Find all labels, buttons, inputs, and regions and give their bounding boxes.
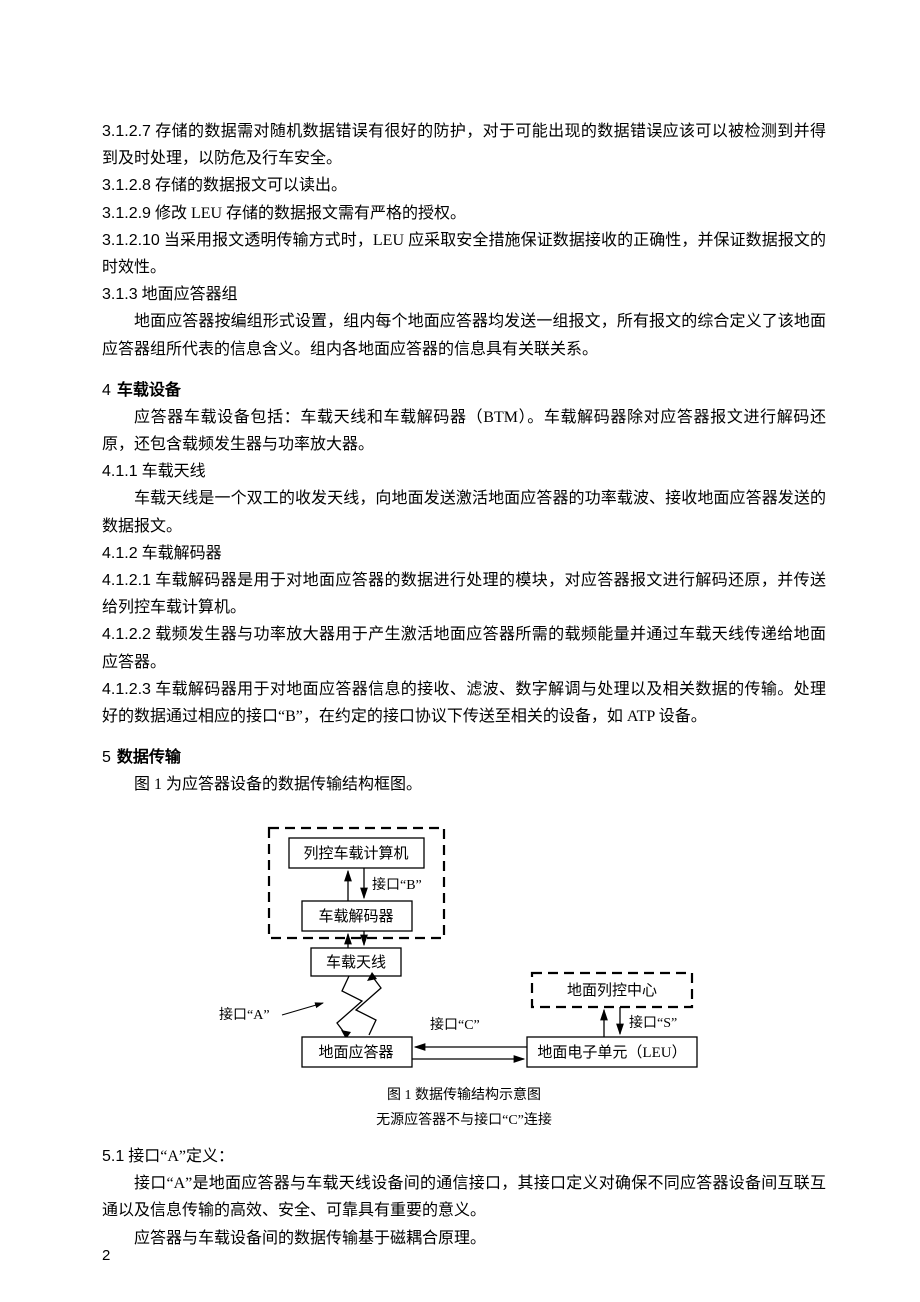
page-number: 2 [102,1243,110,1269]
section-4-title: 4 车载设备 [102,377,826,404]
num: 3.1.2.9 [102,205,151,222]
node-train-computer: 列控车载计算机 [303,844,408,862]
node-ground-center: 地面列控中心 [567,982,657,999]
para-3-1-3: 3.1.3 地面应答器组 [102,281,826,308]
para-3-1-2-7: 3.1.2.7 存储的数据需对随机数据错误有很好的防护，对于可能出现的数据错误应… [102,118,826,172]
node-antenna: 车载天线 [326,954,386,971]
para-onboard-equipment: 应答器车载设备包括：车载天线和车载解码器（BTM）。车载解码器除对应答器报文进行… [102,404,826,458]
node-leu: 地面电子单元（LEU） [537,1044,686,1061]
num: 5.1 [102,1148,124,1165]
para-4-1-2-1: 4.1.2.1 车载解码器是用于对地面应答器的数据进行处理的模块，对应答器报文进… [102,567,826,621]
figure-1: 列控车载计算机 车载解码器 接口“B” 车载天线 接口“A” 地面应答器 地面列… [102,823,826,1134]
para-magnetic-coupling: 应答器与车载设备间的数据传输基于磁耦合原理。 [102,1225,826,1252]
num: 4.1.2 [102,545,138,562]
text: 存储的数据需对随机数据错误有很好的防护，对于可能出现的数据错误应该可以被检测到并… [102,123,826,167]
label-s: 接口“S” [629,1014,677,1031]
figure-caption: 图 1 数据传输结构示意图 [387,1084,541,1108]
num: 4.1.2.2 [102,626,151,643]
num: 3.1.2.10 [102,232,160,249]
para-3-1-2-10: 3.1.2.10 当采用报文透明传输方式时，LEU 应采取安全措施保证数据接收的… [102,227,826,281]
num: 3.1.3 [102,286,138,303]
text: 当采用报文透明传输方式时，LEU 应采取安全措施保证数据接收的正确性，并保证数据… [102,232,826,276]
text: 载频发生器与功率放大器用于产生激活地面应答器所需的载频能量并通过车载天线传递给地… [102,626,826,670]
text: 车载解码器用于对地面应答器信息的接收、滤波、数字解调与处理以及相关数据的传输。处… [102,681,826,725]
text: 车载解码器 [138,545,222,562]
para-3-1-2-9: 3.1.2.9 修改 LEU 存储的数据报文需有严格的授权。 [102,200,826,227]
label-c: 接口“C” [430,1016,480,1033]
para-ground-transponder-group: 地面应答器按编组形式设置，组内每个地面应答器均发送一组报文，所有报文的综合定义了… [102,308,826,362]
para-figure-intro: 图 1 为应答器设备的数据传输结构框图。 [102,771,826,798]
num: 3.1.2.7 [102,123,151,140]
text: 存储的数据报文可以读出。 [151,177,347,194]
num: 5 [102,749,111,766]
label-b: 接口“B” [372,876,422,893]
text: 车载解码器是用于对地面应答器的数据进行处理的模块，对应答器报文进行解码还原，并传… [102,572,826,616]
para-4-1-2-3: 4.1.2.3 车载解码器用于对地面应答器信息的接收、滤波、数字解调与处理以及相… [102,676,826,730]
text: 车载天线 [138,463,206,480]
para-5-1: 5.1 接口“A”定义： [102,1143,826,1170]
num: 4.1.2.3 [102,681,151,698]
title: 数据传输 [117,749,181,766]
num: 4 [102,382,111,399]
para-interface-a-def: 接口“A”是地面应答器与车载天线设备间的通信接口，其接口定义对确保不同应答器设备… [102,1170,826,1224]
node-ground-transponder: 地面应答器 [318,1043,393,1061]
text: 接口“A”定义： [124,1148,234,1165]
title: 车载设备 [117,382,181,399]
num: 3.1.2.8 [102,177,151,194]
para-4-1-1: 4.1.1 车载天线 [102,458,826,485]
para-4-1-2-2: 4.1.2.2 载频发生器与功率放大器用于产生激活地面应答器所需的载频能量并通过… [102,621,826,675]
data-transmission-diagram: 列控车载计算机 车载解码器 接口“B” 车载天线 接口“A” 地面应答器 地面列… [214,823,714,1078]
para-3-1-2-8: 3.1.2.8 存储的数据报文可以读出。 [102,172,826,199]
num: 4.1.2.1 [102,572,151,589]
num: 4.1.1 [102,463,138,480]
label-a: 接口“A” [219,1006,270,1023]
node-btm: 车载解码器 [318,908,393,925]
text: 修改 LEU 存储的数据报文需有严格的授权。 [151,205,466,222]
section-5-title: 5 数据传输 [102,744,826,771]
text: 地面应答器组 [138,286,238,303]
para-4-1-2: 4.1.2 车载解码器 [102,540,826,567]
figure-subcaption: 无源应答器不与接口“C”连接 [376,1109,552,1133]
para-antenna: 车载天线是一个双工的收发天线，向地面发送激活地面应答器的功率载波、接收地面应答器… [102,485,826,539]
